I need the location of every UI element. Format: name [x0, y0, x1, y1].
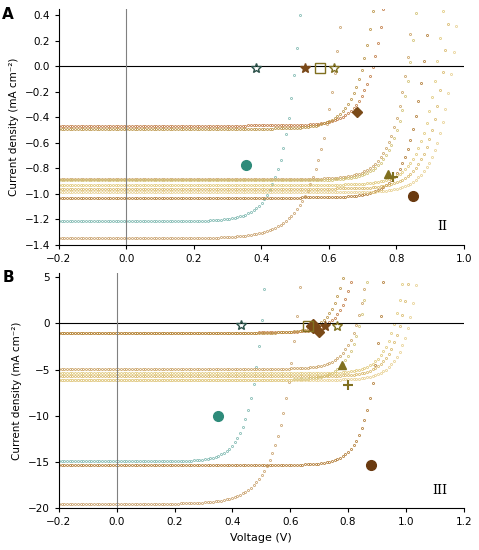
- Text: III: III: [433, 483, 447, 497]
- Y-axis label: Current density (mA cm⁻²): Current density (mA cm⁻²): [12, 321, 23, 460]
- Y-axis label: Current density (mA cm⁻²): Current density (mA cm⁻²): [9, 58, 19, 196]
- X-axis label: Voltage (V): Voltage (V): [230, 533, 292, 543]
- Text: A: A: [2, 7, 14, 21]
- Text: B: B: [2, 270, 14, 285]
- Text: II: II: [437, 220, 447, 233]
